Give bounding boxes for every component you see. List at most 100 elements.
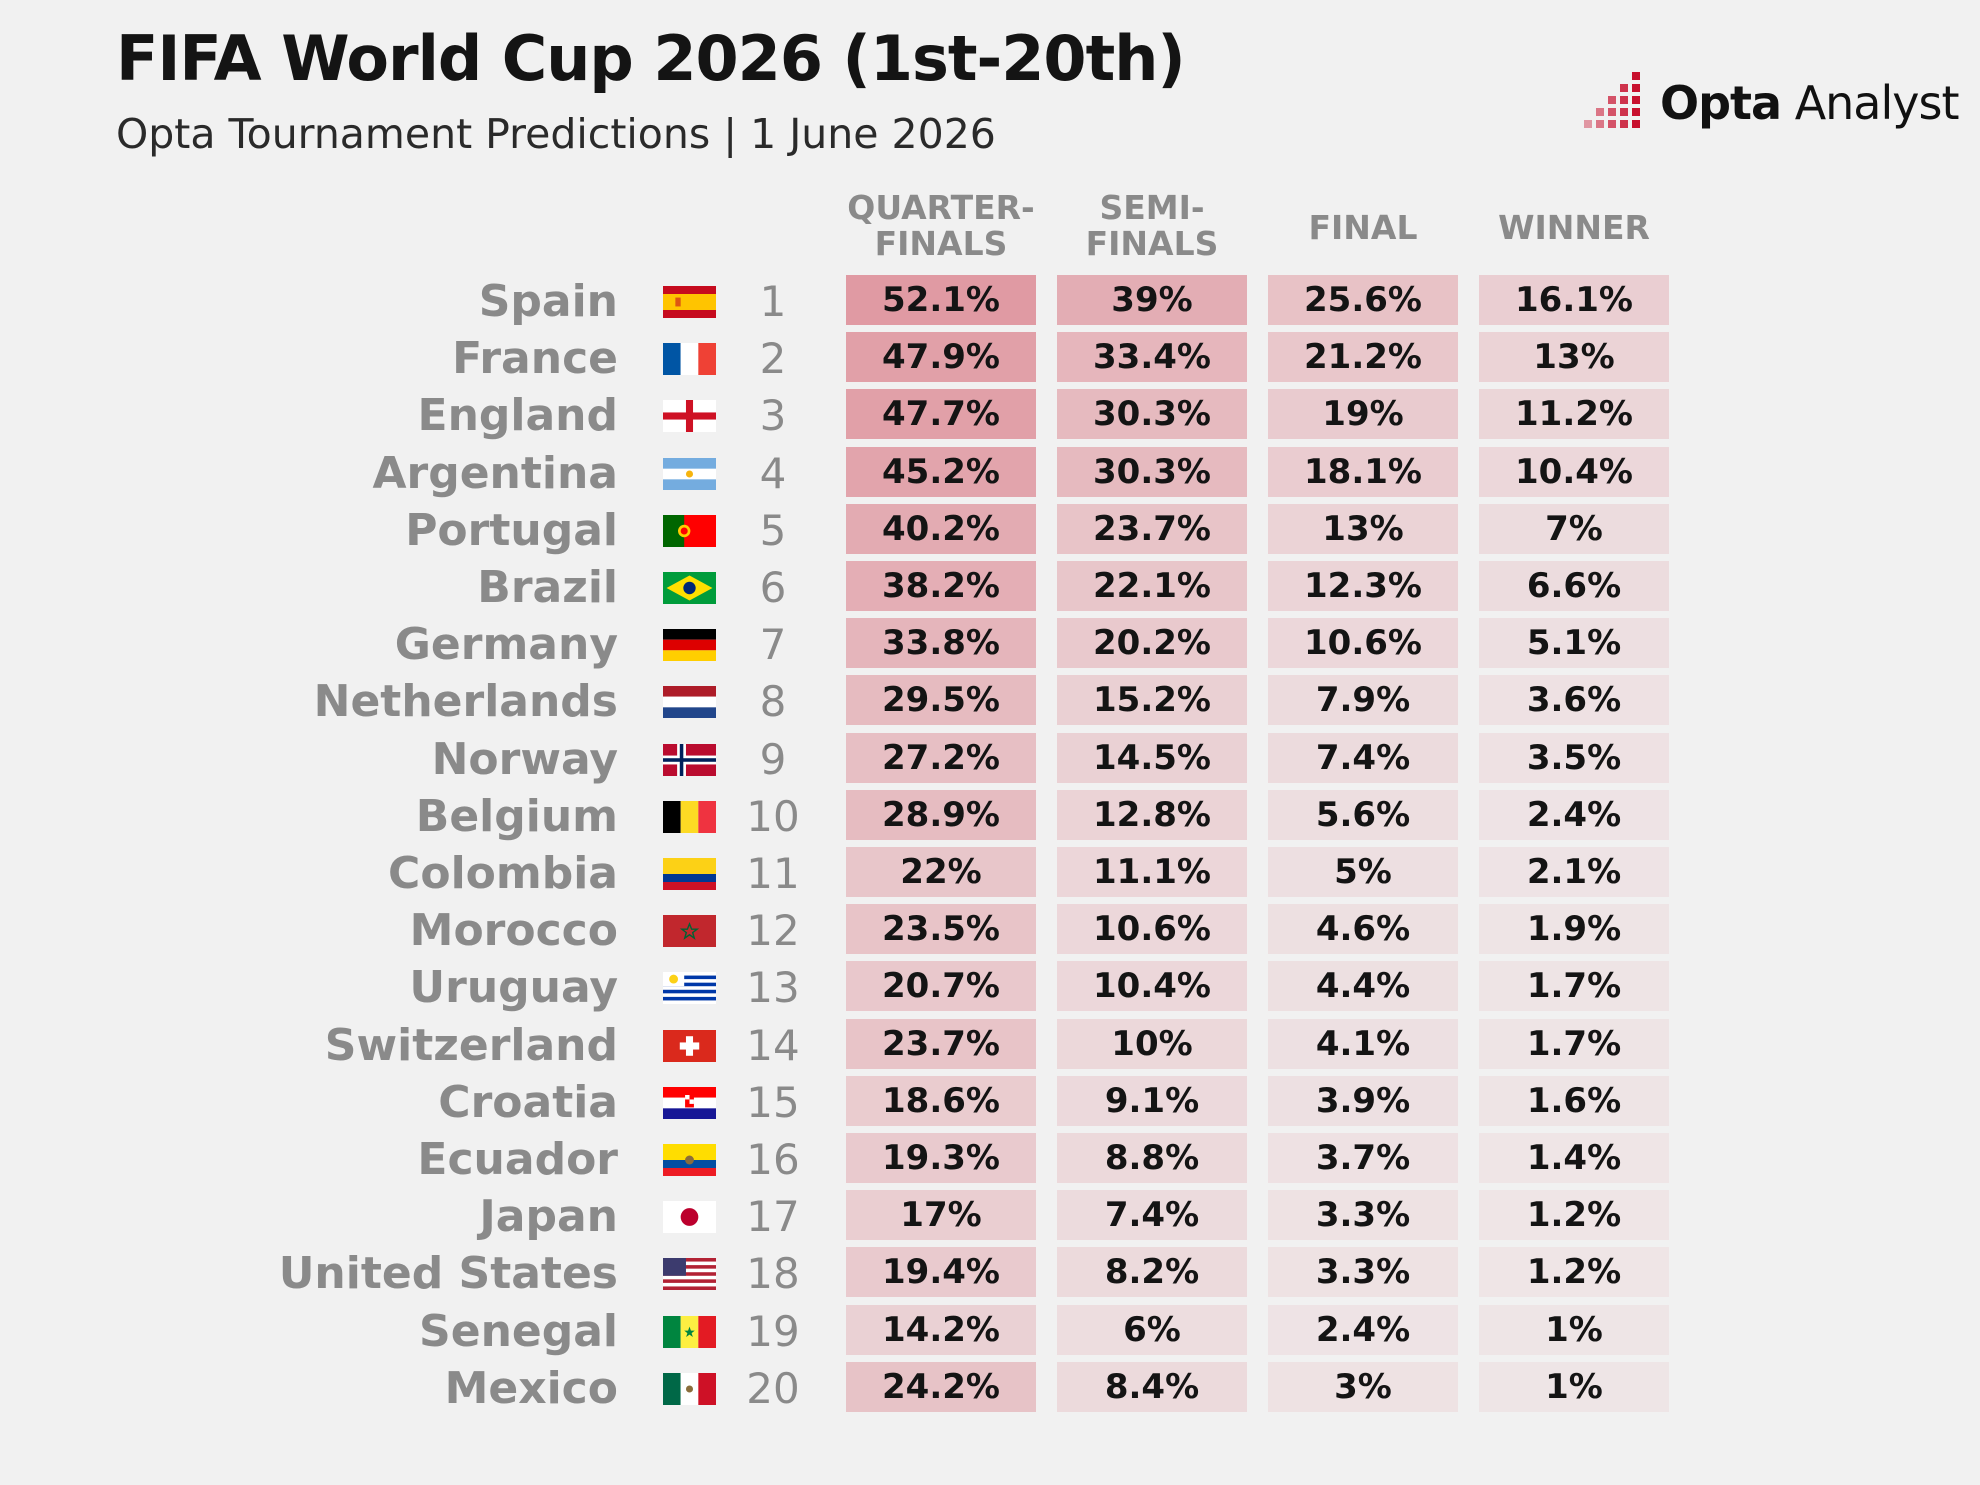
cell-semi-finals: 14.5%	[1057, 732, 1247, 783]
cell-final: 10.6%	[1268, 618, 1458, 669]
mexico-flag-icon	[663, 1372, 716, 1405]
cell-semi-finals: 39%	[1057, 275, 1247, 325]
cell-winner: 1%	[1479, 1304, 1669, 1355]
cell-quarter-finals: 19.4%	[846, 1247, 1036, 1298]
spain-flag-icon	[663, 286, 716, 318]
uruguay-flag-icon	[663, 972, 716, 1005]
table-row: Uruguay 13 20.7% 10.4% 4.4% 1.7%	[0, 959, 1980, 1016]
cell-quarter-finals: 14.2%	[846, 1304, 1036, 1355]
cell-final: 25.6%	[1268, 275, 1458, 325]
rank-number: 10	[746, 791, 800, 841]
rank-number: 12	[746, 906, 800, 956]
cell-winner: 2.4%	[1479, 789, 1669, 840]
table-row: Portugal 5 40.2% 23.7% 13% 7%	[0, 502, 1980, 559]
country-name: France	[452, 333, 618, 385]
cell-quarter-finals: 18.6%	[846, 1075, 1036, 1126]
rank-number: 9	[759, 734, 787, 784]
table-row: United States 18 19.4% 8.2% 3.3% 1.2%	[0, 1245, 1980, 1302]
table-row: England 3 47.7% 30.3% 19% 11.2%	[0, 387, 1980, 444]
cell-winner: 1%	[1479, 1361, 1669, 1412]
cell-quarter-finals: 40.2%	[846, 503, 1036, 554]
cell-final: 13%	[1268, 503, 1458, 554]
cell-semi-finals: 6%	[1057, 1304, 1247, 1355]
country-name: Norway	[431, 733, 618, 785]
cell-semi-finals: 15.2%	[1057, 675, 1247, 726]
cell-winner: 13%	[1479, 332, 1669, 383]
cell-final: 2.4%	[1268, 1304, 1458, 1355]
cell-winner: 10.4%	[1479, 446, 1669, 497]
cell-winner: 7%	[1479, 503, 1669, 554]
column-header-line1: FINAL	[1308, 208, 1418, 247]
cell-semi-finals: 22.1%	[1057, 561, 1247, 611]
country-name: Spain	[478, 276, 618, 327]
ecuador-flag-icon	[663, 1144, 716, 1176]
cell-final: 3.3%	[1268, 1190, 1458, 1241]
logo-brand-light: Analyst	[1794, 76, 1960, 130]
cell-quarter-finals: 45.2%	[846, 446, 1036, 497]
argentina-flag-icon	[663, 457, 716, 490]
column-header-line2: FINALS	[874, 224, 1008, 263]
cell-final: 12.3%	[1268, 561, 1458, 611]
senegal-flag-icon	[663, 1315, 716, 1348]
country-name: Colombia	[388, 848, 618, 899]
cell-semi-finals: 8.8%	[1057, 1133, 1247, 1183]
cell-winner: 3.6%	[1479, 675, 1669, 726]
japan-flag-icon	[663, 1201, 716, 1234]
cell-final: 21.2%	[1268, 332, 1458, 383]
rank-number: 19	[746, 1306, 800, 1356]
cell-winner: 1.4%	[1479, 1133, 1669, 1183]
cell-quarter-finals: 20.7%	[846, 961, 1036, 1012]
column-header-quarter-finals: QUARTER- FINALS	[841, 190, 1041, 262]
colombia-flag-icon	[663, 858, 716, 890]
cell-winner: 3.5%	[1479, 732, 1669, 783]
cell-final: 19%	[1268, 389, 1458, 440]
column-header-line2: FINALS	[1085, 224, 1219, 263]
cell-final: 5.6%	[1268, 789, 1458, 840]
cell-quarter-finals: 24.2%	[846, 1361, 1036, 1412]
cell-winner: 16.1%	[1479, 275, 1669, 325]
cell-quarter-finals: 23.5%	[846, 904, 1036, 955]
rank-number: 7	[759, 620, 787, 670]
opta-bars-icon	[1584, 72, 1640, 128]
table-row: Argentina 4 45.2% 30.3% 18.1% 10.4%	[0, 445, 1980, 502]
cell-final: 4.4%	[1268, 961, 1458, 1012]
cell-quarter-finals: 29.5%	[846, 675, 1036, 726]
page-subtitle: Opta Tournament Predictions | 1 June 202…	[116, 110, 996, 158]
cell-quarter-finals: 47.7%	[846, 389, 1036, 440]
rank-number: 8	[759, 677, 787, 727]
cell-quarter-finals: 22%	[846, 847, 1036, 897]
country-name: Switzerland	[324, 1019, 618, 1071]
cell-semi-finals: 10.6%	[1057, 904, 1247, 955]
table-row: Norway 9 27.2% 14.5% 7.4% 3.5%	[0, 731, 1980, 788]
country-name: Japan	[479, 1191, 618, 1243]
rank-number: 13	[746, 963, 800, 1013]
belgium-flag-icon	[663, 800, 716, 833]
cell-final: 18.1%	[1268, 446, 1458, 497]
page-title: FIFA World Cup 2026 (1st-20th)	[116, 22, 1186, 95]
country-name: Portugal	[405, 504, 618, 556]
cell-semi-finals: 8.4%	[1057, 1361, 1247, 1412]
cell-final: 3%	[1268, 1361, 1458, 1412]
cell-semi-finals: 10%	[1057, 1018, 1247, 1069]
portugal-flag-icon	[663, 514, 716, 547]
brazil-flag-icon	[663, 572, 716, 604]
table-row: Senegal 19 14.2% 6% 2.4% 1%	[0, 1303, 1980, 1360]
cell-winner: 1.2%	[1479, 1247, 1669, 1298]
table-row: Colombia 11 22% 11.1% 5% 2.1%	[0, 845, 1980, 902]
cell-quarter-finals: 27.2%	[846, 732, 1036, 783]
cell-quarter-finals: 19.3%	[846, 1133, 1036, 1183]
country-name: Ecuador	[417, 1134, 618, 1185]
table-row: Switzerland 14 23.7% 10% 4.1% 1.7%	[0, 1017, 1980, 1074]
cell-winner: 5.1%	[1479, 618, 1669, 669]
country-name: Uruguay	[409, 962, 618, 1014]
cell-winner: 1.7%	[1479, 961, 1669, 1012]
country-name: Mexico	[444, 1362, 618, 1414]
england-flag-icon	[663, 400, 716, 433]
rank-number: 16	[746, 1135, 800, 1184]
cell-quarter-finals: 38.2%	[846, 561, 1036, 611]
germany-flag-icon	[663, 629, 716, 662]
table-row: Belgium 10 28.9% 12.8% 5.6% 2.4%	[0, 788, 1980, 845]
cell-semi-finals: 9.1%	[1057, 1075, 1247, 1126]
table-row: Morocco 12 23.5% 10.6% 4.6% 1.9%	[0, 902, 1980, 959]
country-name: United States	[278, 1248, 618, 1300]
